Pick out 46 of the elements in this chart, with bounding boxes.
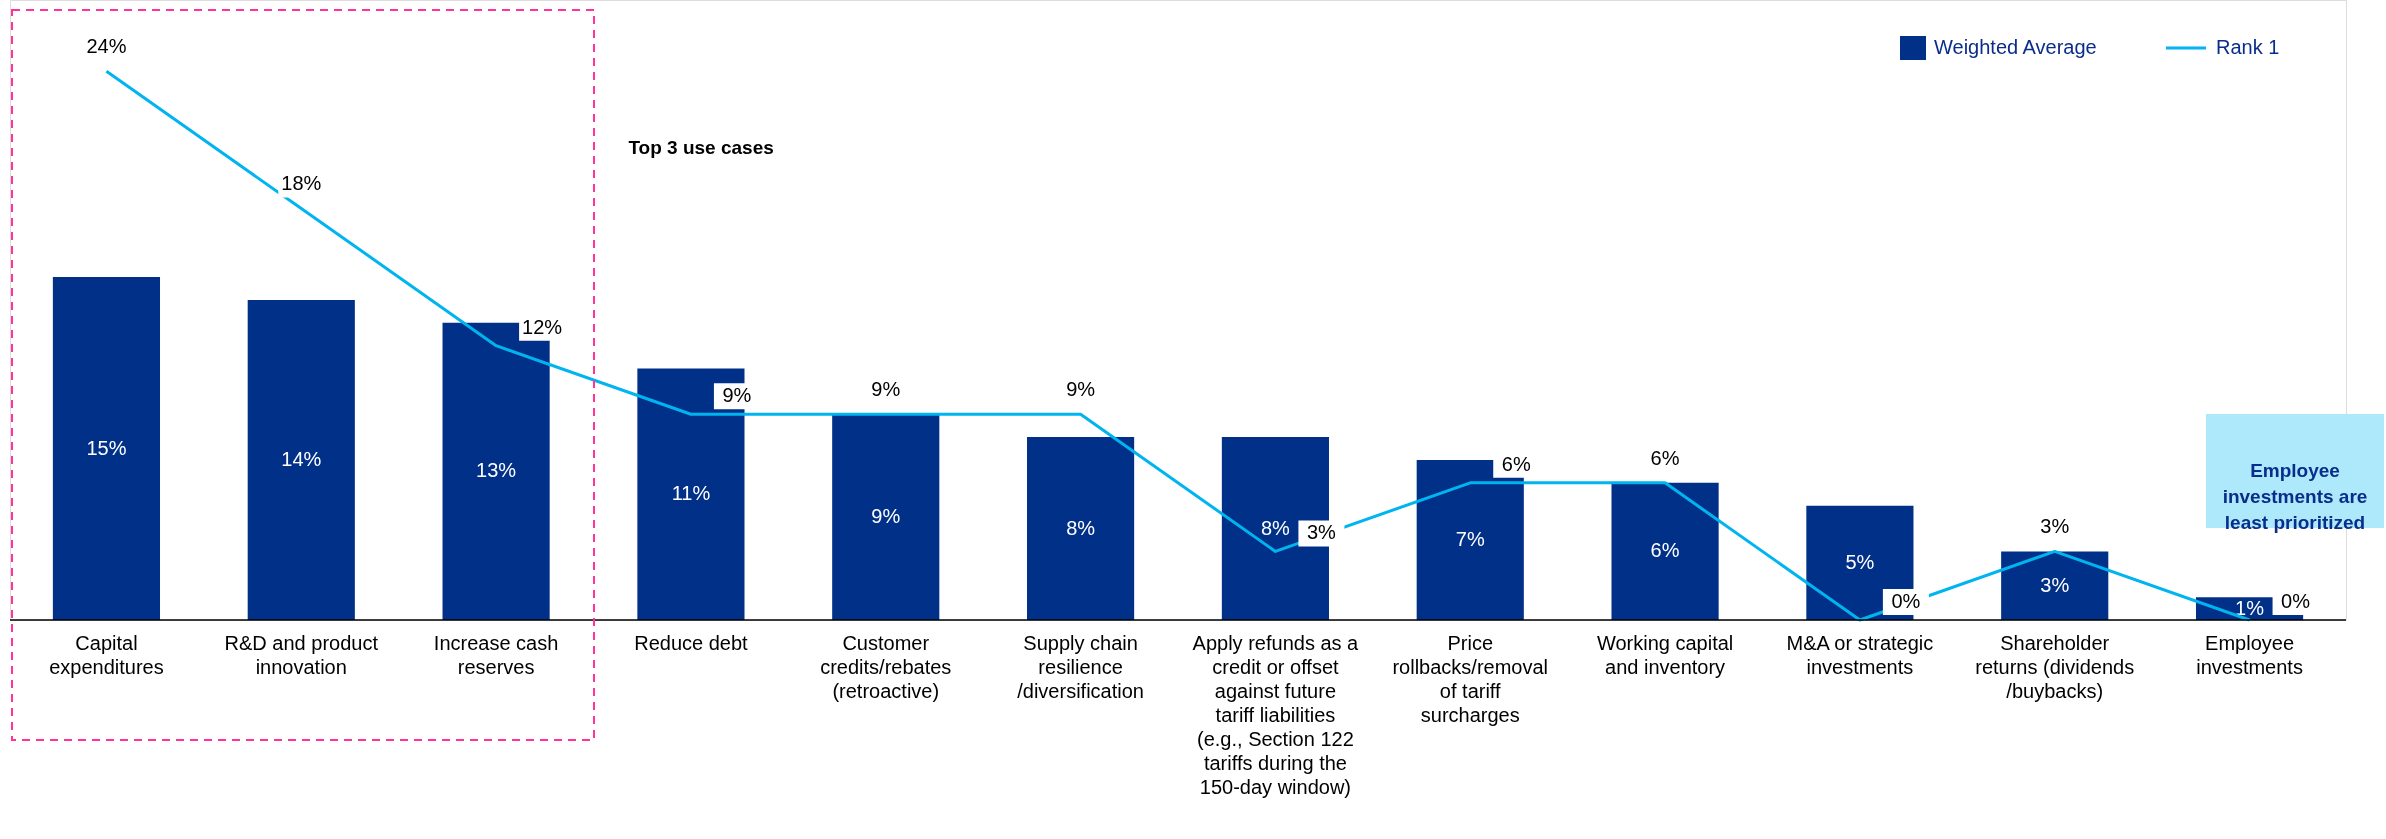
data-label: 5%	[1845, 550, 1875, 573]
x-tick-label: R&D and product innovation	[224, 632, 379, 678]
legend-label: Rank 1	[2216, 36, 2280, 58]
data-label: 7%	[1455, 527, 1485, 550]
data-label: 0%	[2281, 590, 2311, 612]
data-label: 6%	[1501, 452, 1531, 475]
data-label: 9%	[1066, 378, 1096, 401]
x-tick-label: Supply chain resilience /diversification	[1017, 632, 1144, 702]
data-label: 3%	[1306, 521, 1337, 544]
data-label: 15%	[86, 436, 127, 459]
x-tick-label: Customer credits/rebates (retroactive)	[820, 632, 952, 702]
data-label: 11%	[671, 482, 711, 505]
data-label: 12%	[522, 315, 563, 338]
x-tick-label: Working capital and inventory	[1596, 632, 1734, 678]
data-label: 0%	[1891, 590, 1921, 612]
x-tick-label: Price rollbacks/removal of tariff surcharges	[1392, 632, 1549, 726]
data-label: 8%	[1066, 516, 1096, 539]
bar	[1027, 437, 1135, 620]
x-tick-label: Capital expenditures	[49, 632, 164, 678]
x-tick-label: Employee investments	[2196, 632, 2303, 678]
annotation: Employee investments are least prioritized	[2222, 460, 2368, 533]
legend-label: Weighted Average	[1934, 36, 2097, 58]
bar	[1611, 482, 1719, 620]
data-label: 6%	[1650, 446, 1680, 469]
data-label: 9%	[722, 384, 752, 407]
data-label: 18%	[281, 172, 322, 195]
data-label: 14%	[281, 447, 322, 470]
x-tick-label: M&A or strategic investments	[1786, 632, 1934, 678]
data-label: 1%	[2235, 596, 2265, 619]
annotation: Top 3 use cases	[628, 136, 774, 158]
x-tick-label: Shareholder returns (dividends /buybacks)	[1975, 632, 2135, 702]
data-label: 24%	[86, 35, 127, 58]
data-label: 8%	[1260, 516, 1291, 539]
data-label: 13%	[476, 459, 517, 482]
data-label: 3%	[2040, 515, 2070, 538]
bar	[52, 277, 161, 620]
x-tick-label: Increase cash reserves	[433, 632, 559, 678]
data-label: 9%	[871, 378, 901, 401]
bar	[247, 299, 355, 620]
data-label: 9%	[871, 505, 901, 528]
bar	[832, 414, 940, 620]
data-label: 6%	[1650, 539, 1680, 562]
x-tick-label: Reduce debt	[634, 632, 749, 654]
bar	[2001, 551, 2109, 620]
data-label: 3%	[2040, 573, 2070, 596]
x-tick-label: Apply refunds as a credit or offset against future tariff liabilities (e.g., Section 122 tariffs during the 150-day window)	[1192, 632, 1360, 798]
